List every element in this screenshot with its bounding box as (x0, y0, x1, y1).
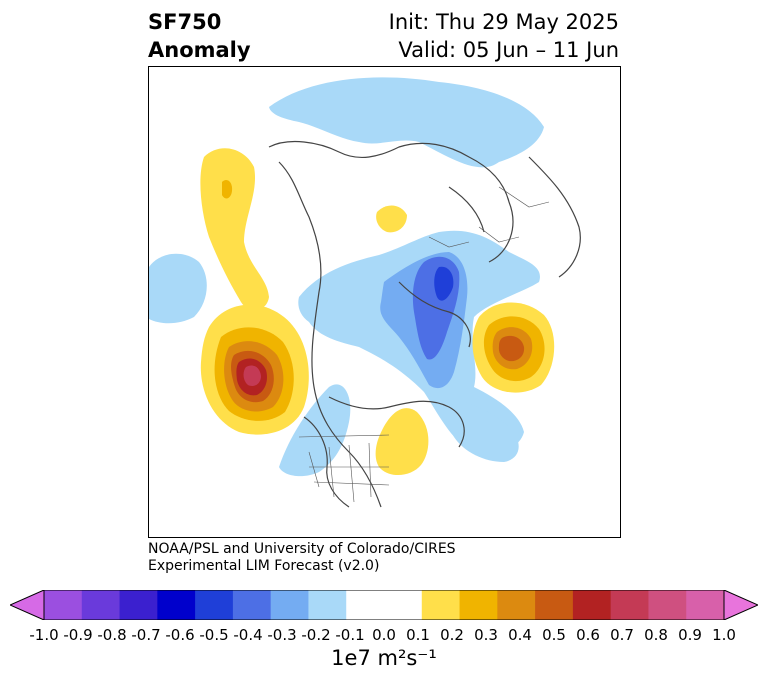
colorbar-extend-high (723, 590, 758, 620)
positive-anomaly-alaska-core (222, 180, 233, 199)
colorbar-segment (195, 590, 234, 620)
title-type: Anomaly (148, 38, 251, 62)
colorbar-tick-label: 0.4 (508, 626, 532, 644)
colorbar-segment (572, 590, 612, 620)
negative-anomaly-atlantic (446, 397, 519, 462)
title-variable: SF750 (148, 10, 222, 34)
colorbar-tick-label: 0.5 (542, 626, 566, 644)
negative-anomaly-pacific (149, 253, 207, 324)
colorbar-segment (686, 590, 725, 620)
colorbar-tick-label: -0.9 (63, 626, 93, 644)
colorbar-tick-label: 0.3 (474, 626, 498, 644)
colorbar-tick-label: -1.0 (29, 626, 59, 644)
colorbar-tick-label: -0.1 (335, 626, 365, 644)
colorbar-tick-label: 0.8 (644, 626, 668, 644)
credit-line-1: NOAA/PSL and University of Colorado/CIRE… (148, 541, 456, 557)
colorbar-tick-label: -0.5 (199, 626, 229, 644)
map-dates: Init: Thu 29 May 2025 Valid: 05 Jun – 11… (389, 8, 619, 64)
positive-anomaly-pacific-core (243, 365, 261, 386)
credit-text: NOAA/PSL and University of Colorado/CIRE… (148, 541, 456, 575)
colorbar-segment (648, 590, 687, 620)
colorbar-tick-label: 0.9 (678, 626, 702, 644)
positive-anomaly-europe-core (498, 335, 525, 362)
colorbar-tick-label: -0.2 (301, 626, 331, 644)
colorbar-ticks: -1.0 -0.9 -0.8 -0.7 -0.6 -0.5 -0.4 -0.3 -0.2 -0.1… (0, 626, 768, 646)
colorbar-segments (44, 590, 725, 620)
colorbar-tick-label: 0.2 (440, 626, 464, 644)
borders (298, 186, 550, 503)
colorbar-segment (157, 590, 196, 620)
credit-line-2: Experimental LIM Forecast (v2.0) (148, 558, 380, 574)
colorbar-segment (81, 590, 121, 620)
colorbar-segment (497, 590, 536, 620)
colorbar-outline (43, 590, 725, 620)
colorbar-segment (535, 590, 574, 620)
colorbar-tick-label: 0.6 (576, 626, 600, 644)
colorbar-tick-label: -0.7 (131, 626, 161, 644)
positive-anomaly-greenland (376, 205, 407, 233)
map-panel (148, 66, 621, 538)
colorbar-segment (119, 590, 158, 620)
colorbar (10, 590, 758, 620)
colorbar-segment (384, 590, 423, 620)
colorbar-segment (459, 590, 498, 620)
negative-anomaly-inner (434, 266, 454, 301)
positive-anomaly-east-us (375, 408, 429, 476)
anomaly-map (149, 77, 581, 508)
colorbar-tick-label: -0.8 (97, 626, 127, 644)
colorbar-segment (610, 590, 649, 620)
colorbar-tick-label: -0.6 (165, 626, 195, 644)
colorbar-segment (270, 590, 309, 620)
negative-anomaly-west-us (279, 384, 351, 477)
colorbar-tick-label: 0.0 (372, 626, 396, 644)
coastlines (268, 141, 581, 508)
colorbar-segment (421, 590, 461, 620)
init-date: Init: Thu 29 May 2025 (388, 10, 619, 34)
colorbar-tick-label: -0.4 (233, 626, 263, 644)
colorbar-tick-label: 0.1 (406, 626, 430, 644)
valid-date-range: Valid: 05 Jun – 11 Jun (398, 38, 619, 62)
colorbar-extend-low (10, 590, 45, 620)
negative-anomaly-north (269, 77, 544, 168)
colorbar-tick-label: -0.3 (267, 626, 297, 644)
map-title: SF750 Anomaly (148, 8, 251, 64)
colorbar-segment (44, 590, 83, 620)
colorbar-tick-label: 1.0 (712, 626, 736, 644)
colorbar-segment (346, 590, 385, 620)
colorbar-segment (308, 590, 347, 620)
colorbar-tick-label: 0.7 (610, 626, 634, 644)
colorbar-label: 1e7 m²s⁻¹ (331, 646, 437, 670)
colorbar-segment (232, 590, 272, 620)
positive-anomaly-alaska (200, 148, 269, 311)
